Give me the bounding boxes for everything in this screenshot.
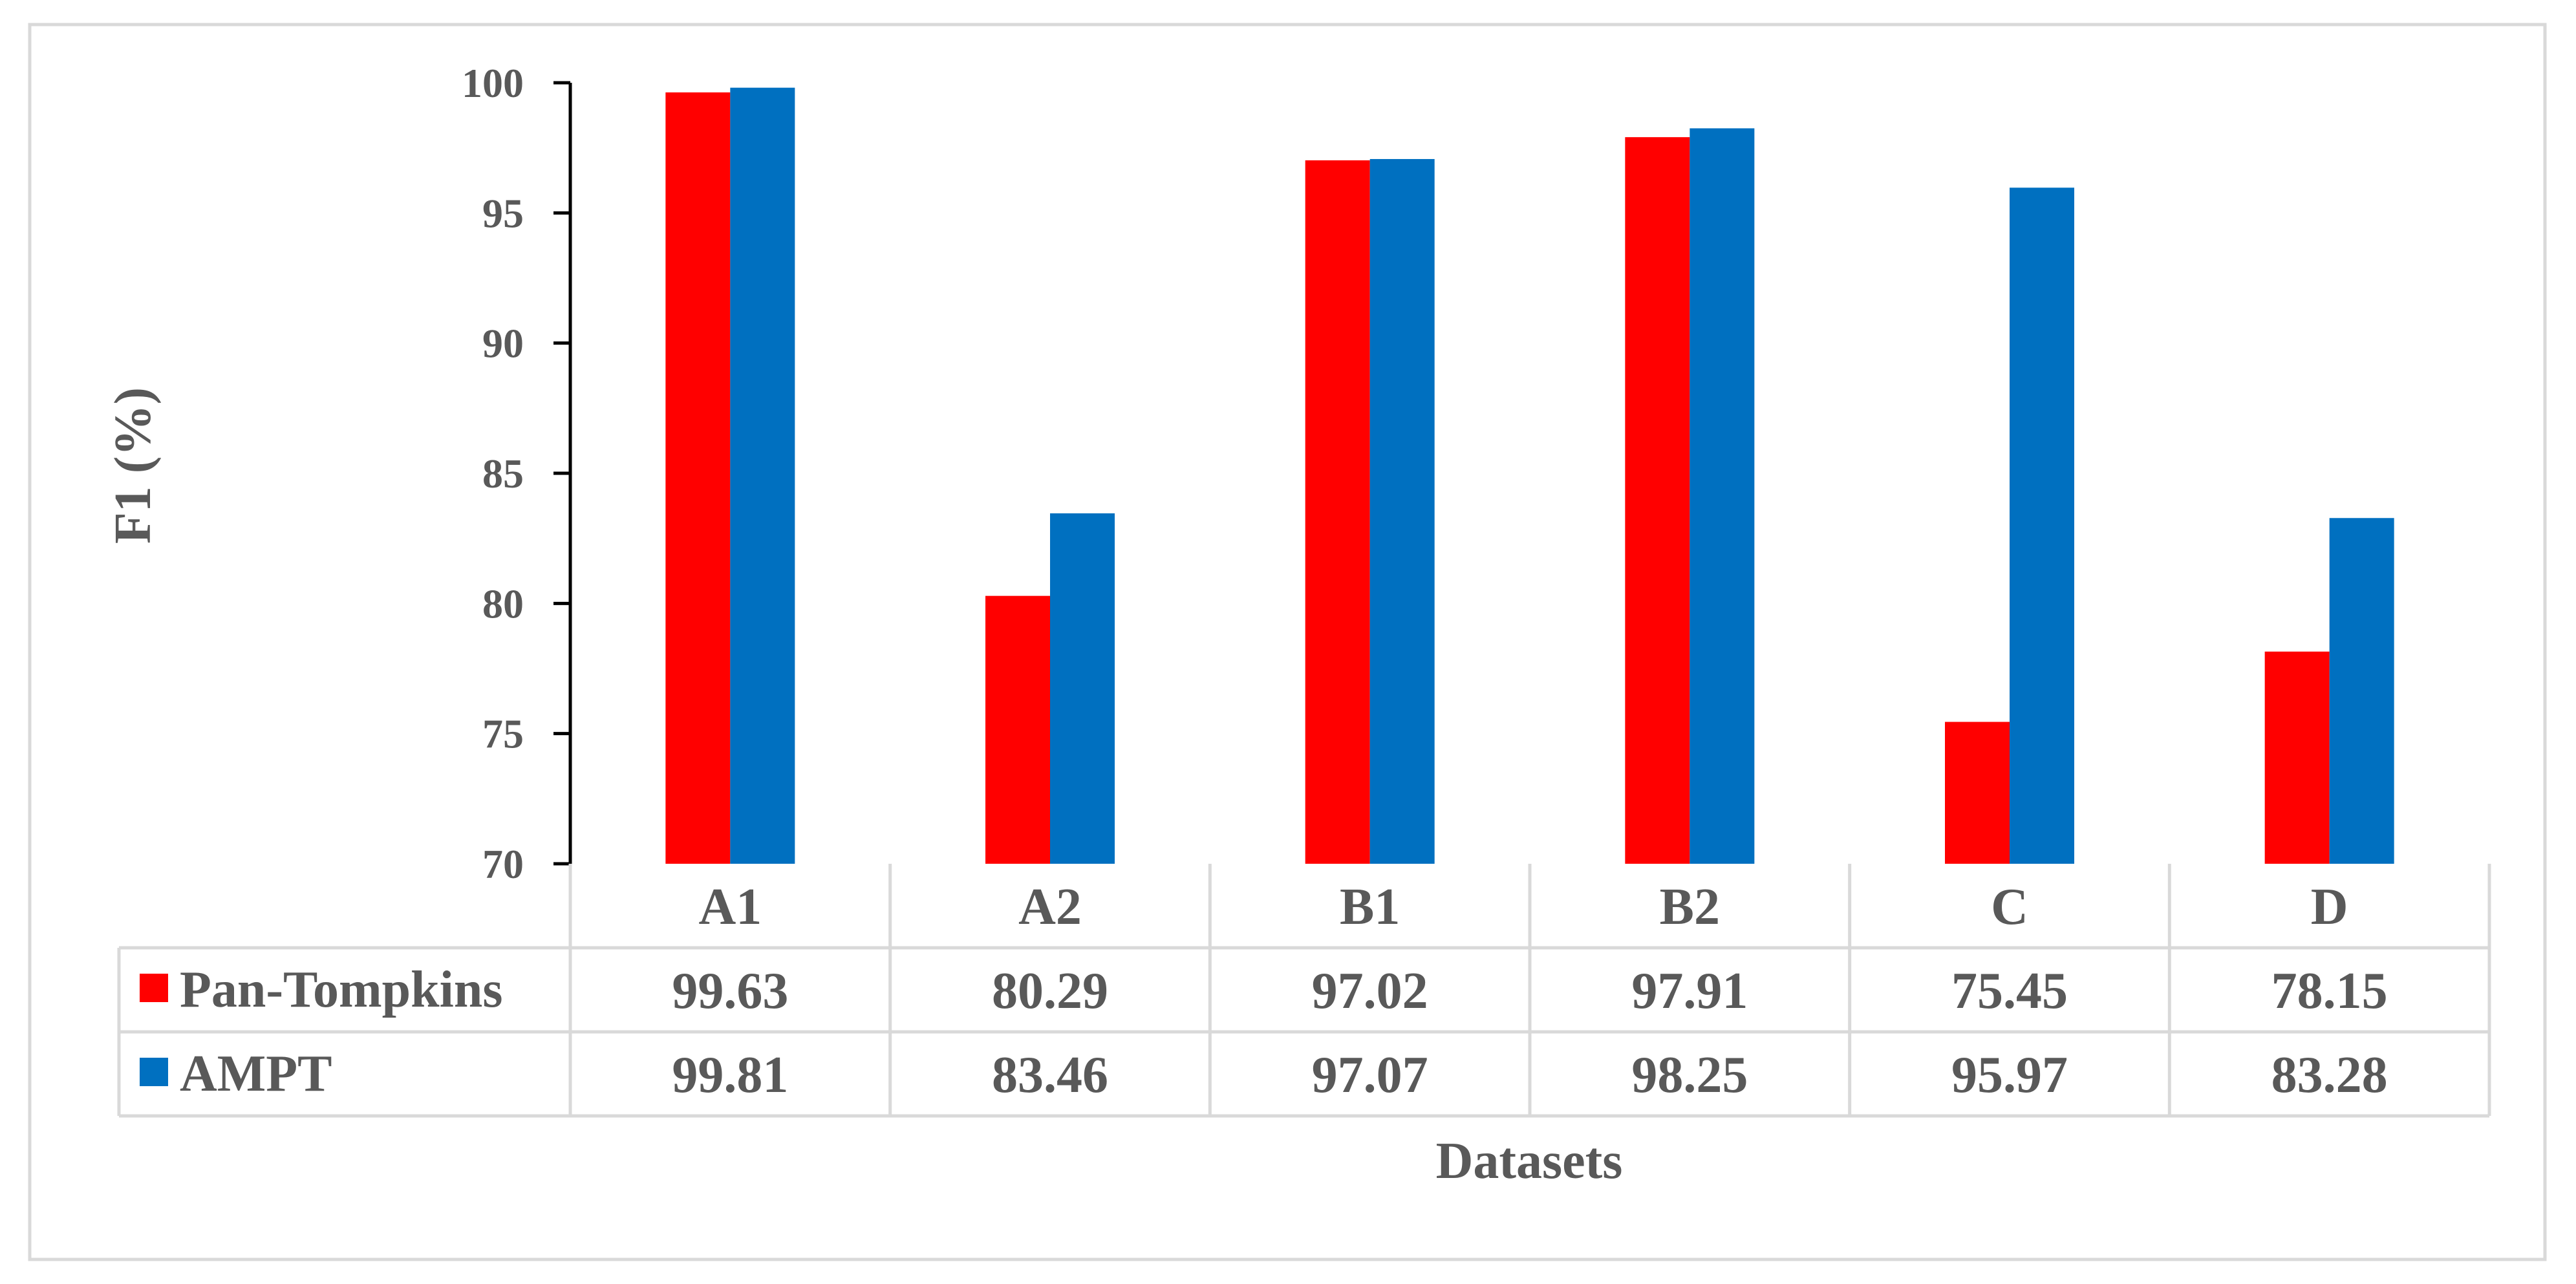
data-label: 99.81 xyxy=(672,1047,788,1104)
x-category-label: A2 xyxy=(1018,879,1082,936)
y-tick-label: 90 xyxy=(482,321,524,367)
bar-pan-tompkins-d xyxy=(2264,651,2330,864)
legend-key-pan-tompkins xyxy=(140,974,168,1002)
chart-border xyxy=(28,23,2547,1261)
bar-pan-tompkins-b1 xyxy=(1305,160,1370,864)
x-category-label: B2 xyxy=(1660,879,1720,936)
bar-ampt-a2 xyxy=(1050,513,1115,864)
data-label: 75.45 xyxy=(1951,963,2068,1020)
y-tick-label: 70 xyxy=(482,841,524,887)
legend-series-label: Pan-Tompkins xyxy=(180,961,503,1018)
x-category-label: A1 xyxy=(698,879,762,936)
bar-pan-tompkins-a2 xyxy=(985,595,1050,864)
bar-pan-tompkins-a1 xyxy=(665,92,731,864)
y-tick-label: 75 xyxy=(482,711,524,757)
bar-ampt-d xyxy=(2329,518,2394,864)
data-label: 80.29 xyxy=(992,963,1108,1020)
x-category-label: B1 xyxy=(1340,879,1400,936)
y-tick-label: 95 xyxy=(482,190,524,236)
data-label: 99.63 xyxy=(672,963,788,1020)
data-table: A1 A2 B1 B2 C D Pan-Tompkins 99.63 80.29 97.02 97.… xyxy=(117,864,2491,1118)
bar-ampt-b1 xyxy=(1369,158,1435,864)
data-label: 83.46 xyxy=(992,1047,1108,1104)
data-label: 78.15 xyxy=(2271,963,2388,1020)
legend-series-label: AMPT xyxy=(180,1045,332,1102)
x-category-label: D xyxy=(2311,879,2348,936)
y-axis: 70 75 80 85 90 95 100 xyxy=(462,60,572,887)
data-label: 97.91 xyxy=(1631,963,1748,1020)
y-tick-label: 80 xyxy=(482,581,524,626)
y-axis-title: F1 (%) xyxy=(105,387,162,544)
bar-pan-tompkins-c xyxy=(1945,722,2010,864)
legend-key-ampt xyxy=(140,1058,168,1086)
bar-pan-tompkins-b2 xyxy=(1625,137,1690,864)
data-label: 83.28 xyxy=(2271,1047,2388,1104)
bar-ampt-b2 xyxy=(1690,128,1755,864)
y-tick-label: 85 xyxy=(482,451,524,497)
x-category-label: C xyxy=(1991,879,2028,936)
y-tick-label: 100 xyxy=(462,60,524,106)
bar-ampt-a1 xyxy=(730,87,795,864)
bar-ampt-c xyxy=(2010,187,2074,864)
bar-series-group xyxy=(665,87,2394,864)
data-label: 98.25 xyxy=(1631,1047,1748,1104)
x-axis-title: Datasets xyxy=(1436,1133,1623,1190)
data-label: 95.97 xyxy=(1951,1047,2068,1104)
data-label: 97.07 xyxy=(1312,1047,1428,1104)
data-label: 97.02 xyxy=(1312,963,1428,1020)
